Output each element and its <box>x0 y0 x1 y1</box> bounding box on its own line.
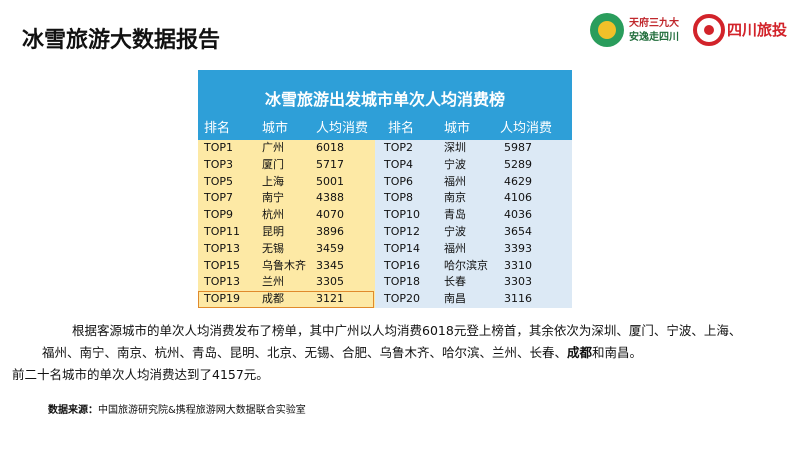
table-cell: 上海 <box>262 174 284 188</box>
left-bg <box>198 140 375 308</box>
text: 和南昌。 <box>592 345 643 360</box>
header-cell: 人均消费 <box>316 121 369 136</box>
table-cell: 6018 <box>316 141 344 154</box>
table-cell: 青岛 <box>444 208 466 222</box>
table-header: 排名 城市 人均消费 排名 城市 人均消费 <box>198 118 572 140</box>
table-cell: TOP1 <box>204 141 234 154</box>
table-cell: TOP11 <box>204 225 241 238</box>
table-cell: 4629 <box>504 174 532 188</box>
table-cell: 福州 <box>444 241 466 255</box>
table-cell: TOP16 <box>384 258 421 272</box>
table-cell: TOP4 <box>384 157 414 171</box>
table-cell: 3459 <box>316 241 344 255</box>
table-cell: 5001 <box>316 174 344 188</box>
bold-text: 成都 <box>567 345 593 360</box>
table-cell: 3305 <box>316 275 344 289</box>
table-cell: 4036 <box>504 208 532 222</box>
right-bg <box>375 140 572 308</box>
logo-icon <box>598 21 616 39</box>
header-cell: 排名 <box>204 121 231 136</box>
table-cell: TOP13 <box>204 275 241 289</box>
table-cell: 3303 <box>504 275 532 289</box>
table-cell: 3896 <box>316 225 344 238</box>
text: 前二十名城市的单次人均消费达到了4157元。 <box>12 367 269 382</box>
table-cell: TOP5 <box>204 174 234 188</box>
table-cell: 4388 <box>316 191 344 205</box>
logo-text: 四川旅投 <box>727 21 787 39</box>
ranking-table: 冰雪旅游出发城市单次人均消费榜 排名 城市 人均消费 排名 城市 人均消费 TOP1 广州 6… <box>198 70 572 308</box>
table-cell: 3345 <box>316 258 344 272</box>
table-cell: 5987 <box>504 141 532 154</box>
table-cell: 广州 <box>262 141 284 154</box>
table-cell: TOP8 <box>384 191 414 205</box>
table-cell: 南昌 <box>444 292 466 306</box>
table-cell: 兰州 <box>262 275 284 289</box>
table-cell: TOP2 <box>384 141 414 154</box>
table-cell: TOP12 <box>384 225 421 238</box>
table-cell: 5717 <box>316 157 344 171</box>
table-cell: 宁波 <box>444 157 466 171</box>
table-cell: 成都 <box>262 292 284 306</box>
header-cell: 人均消费 <box>500 121 553 136</box>
table-cell: 4106 <box>504 191 532 205</box>
table-cell: 哈尔滨京 <box>444 258 488 272</box>
table-cell: TOP15 <box>204 258 241 272</box>
header-cell: 排名 <box>388 121 415 136</box>
table-cell: 昆明 <box>262 225 284 238</box>
highlight-box <box>198 291 374 308</box>
logo-icon <box>704 25 714 35</box>
table-cell: TOP20 <box>384 292 421 306</box>
table-cell: 3121 <box>316 292 344 306</box>
source-text: 中国旅游研究院&携程旅游网大数据联合实验室 <box>98 405 306 416</box>
table-cell: 南京 <box>444 191 466 205</box>
source: 数据来源：中国旅游研究院&携程旅游网大数据联合实验室 <box>48 401 306 416</box>
table-cell: 宁波 <box>444 225 466 238</box>
table-cell: TOP3 <box>204 157 234 171</box>
table-cell: 福州 <box>444 174 466 188</box>
table-cell: 乌鲁木齐 <box>262 258 306 272</box>
table-cell: TOP18 <box>384 275 421 289</box>
table-cell: TOP6 <box>384 174 414 188</box>
header-cell: 城市 <box>262 121 289 136</box>
table-cell: 杭州 <box>262 208 284 222</box>
logo-text: 天府三九大 <box>629 16 679 29</box>
title: 冰雪旅游大数据报告 <box>22 28 221 53</box>
table-cell: TOP10 <box>384 208 421 222</box>
logos: 天府三九大 安逸走四川 四川旅投 <box>590 13 787 47</box>
logo-icon <box>693 14 725 46</box>
table-cell: TOP9 <box>204 208 234 222</box>
table-cell: 长春 <box>444 275 466 289</box>
table-cell: 厦门 <box>262 157 284 171</box>
table-cell: TOP14 <box>384 241 421 255</box>
table-cell: TOP7 <box>204 191 234 205</box>
table-cell: 4070 <box>316 208 344 222</box>
source-label: 数据来源： <box>48 405 98 416</box>
table-cell: 5289 <box>504 157 532 171</box>
table-cell: 无锡 <box>262 241 284 255</box>
table-cell: TOP13 <box>204 241 241 255</box>
header-cell: 城市 <box>444 121 471 136</box>
logo-text: 安逸走四川 <box>629 30 679 43</box>
table-cell: 3393 <box>504 241 532 255</box>
table-cell: 3116 <box>504 292 532 306</box>
table-title: 冰雪旅游出发城市单次人均消费榜 <box>198 70 572 118</box>
table-cell: 3310 <box>504 258 532 272</box>
table-cell: 南宁 <box>262 191 284 205</box>
table-cell: 深圳 <box>444 141 466 154</box>
table-cell: TOP19 <box>204 292 241 306</box>
paragraph: 根据客源城市的单次人均消费发布了榜单，其中广州以人均消费6018元登上榜首，其余… <box>12 320 752 386</box>
text: 根据客源城市的单次人均消费发布了榜单，其中广州以人均消费6018元登上榜首，其余… <box>42 323 742 360</box>
table-cell: 3654 <box>504 225 532 238</box>
